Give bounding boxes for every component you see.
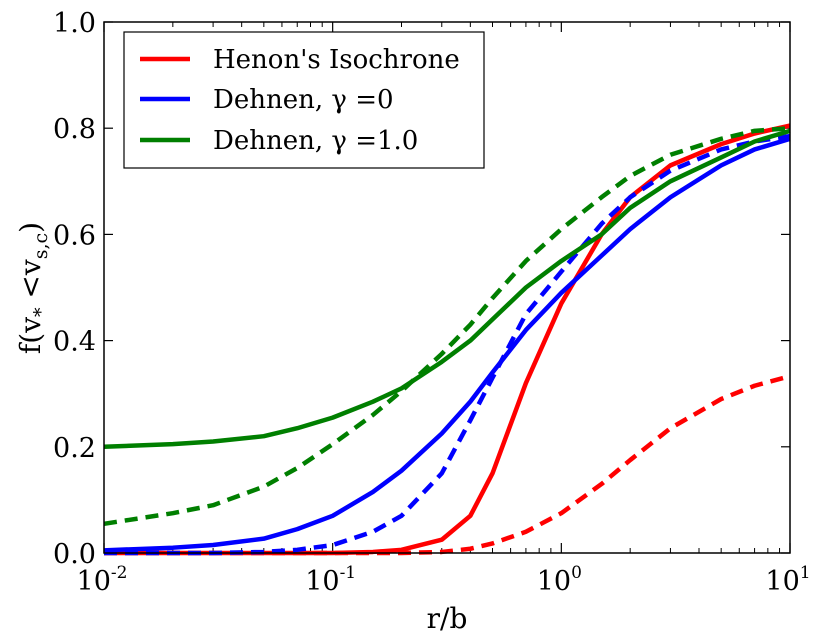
series-layer [103,123,791,556]
legend-label-dehnen-1: Dehnen, γ =1.0 [213,126,418,156]
x-tick-label-2: 100 [537,563,582,597]
y-tick-label-4: 0.8 [53,114,96,145]
y-tick-label-2: 0.4 [53,327,96,358]
series-line-3 [104,133,791,556]
y-axis-label: f(v* <vs,c) [14,222,52,354]
series-line-0 [104,123,791,556]
y-tick-label-5: 1.0 [53,8,96,39]
y-tick-label-3: 0.6 [53,220,96,251]
y-label-close: ) [14,222,47,233]
y-tick-label-0: 0.0 [53,539,96,570]
series-line-1 [104,374,791,556]
ticks-layer: 0.0 0.2 0.4 0.6 0.8 1.0 10-2 10-1 100 101 [53,8,811,597]
legend: Henon's Isochrone Dehnen, γ =0 Dehnen, γ… [123,31,485,169]
series-line-5 [103,125,791,527]
y-label-sub1: * [30,307,52,317]
y-label-sub2: s,c [30,233,52,259]
plot-frame [103,21,791,554]
y-label-mid: <v [14,259,47,307]
x-tick-label-3: 101 [765,563,810,597]
x-tick-label-1: 10-1 [305,563,356,597]
legend-label-dehnen-0: Dehnen, γ =0 [213,85,394,115]
x-tick-label-0: 10-2 [77,563,128,597]
y-tick-label-1: 0.2 [53,433,96,464]
series-line-4 [103,128,791,450]
series-line-2 [103,136,791,553]
legend-label-henon: Henon's Isochrone [213,45,460,75]
x-axis-label: r/b [427,602,468,635]
y-label-main: f(v [14,317,47,354]
